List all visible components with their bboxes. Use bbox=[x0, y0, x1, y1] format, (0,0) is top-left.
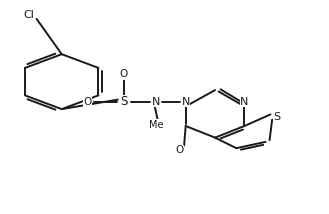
Text: N: N bbox=[182, 97, 190, 107]
Text: N: N bbox=[240, 97, 249, 107]
Text: O: O bbox=[84, 97, 92, 107]
Text: O: O bbox=[175, 145, 183, 155]
Text: N: N bbox=[152, 97, 161, 107]
Text: S: S bbox=[120, 95, 127, 108]
Text: O: O bbox=[120, 69, 128, 79]
Text: S: S bbox=[273, 111, 281, 122]
Text: Cl: Cl bbox=[23, 10, 34, 20]
Text: Me: Me bbox=[149, 120, 164, 130]
